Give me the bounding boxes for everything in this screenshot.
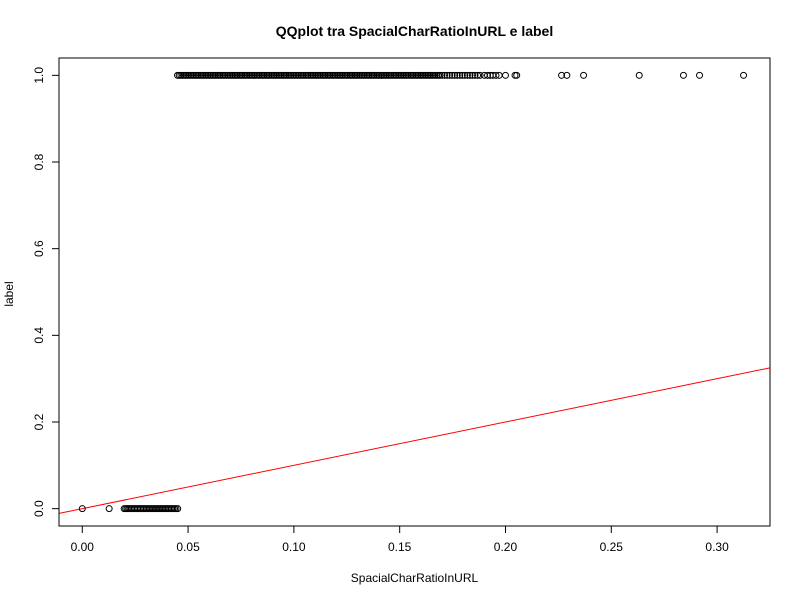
- data-point: [456, 71, 464, 79]
- data-point: [441, 71, 449, 79]
- y-tick-label: 0.6: [32, 240, 46, 257]
- data-point: [484, 71, 492, 79]
- data-point: [468, 71, 476, 79]
- y-tick-label: 0.4: [32, 327, 46, 344]
- data-point: [451, 71, 459, 79]
- data-point: [458, 71, 466, 79]
- data-point: [174, 505, 182, 513]
- plot-frame: [58, 57, 771, 527]
- data-point: [453, 71, 461, 79]
- data-point: [563, 71, 571, 79]
- data-point: [436, 71, 444, 79]
- y-tick-label: 1.0: [32, 67, 46, 84]
- data-point: [513, 71, 521, 79]
- data-point: [558, 71, 566, 79]
- data-point: [501, 71, 509, 79]
- x-tick-label: 0.20: [494, 540, 518, 554]
- x-tick-label: 0.30: [705, 540, 729, 554]
- y-tick-label: 0.2: [32, 413, 46, 430]
- data-point: [446, 71, 454, 79]
- x-tick-label: 0.15: [388, 540, 412, 554]
- y-tick-label: 0.0: [32, 500, 46, 517]
- data-point: [461, 71, 469, 79]
- data-point: [448, 71, 456, 79]
- y-axis: 0.0 0.2 0.4 0.6 0.8 1.0: [32, 67, 60, 517]
- data-point: [476, 71, 484, 79]
- x-axis: 0.00 0.05 0.10 0.15 0.20 0.25 0.30: [71, 525, 729, 554]
- x-tick-label: 0.10: [282, 540, 306, 554]
- x-tick-label: 0.00: [71, 540, 95, 554]
- data-point: [635, 71, 643, 79]
- data-point: [679, 71, 687, 79]
- reference-line: [59, 367, 770, 514]
- x-tick-label: 0.05: [176, 540, 200, 554]
- y-tick-label: 0.8: [32, 153, 46, 170]
- data-point: [463, 71, 471, 79]
- chart-title: QQplot tra SpacialCharRatioInURL e label: [276, 23, 553, 39]
- data-point: [438, 71, 446, 79]
- x-axis-label: SpacialCharRatioInURL: [351, 571, 479, 585]
- x-tick-label: 0.25: [600, 540, 624, 554]
- data-point: [78, 505, 86, 513]
- data-point: [474, 71, 482, 79]
- data-point: [696, 71, 704, 79]
- data-point: [471, 71, 479, 79]
- data-point: [740, 71, 748, 79]
- y-axis-label: label: [2, 281, 16, 306]
- data-point: [105, 505, 113, 513]
- data-point: [580, 71, 588, 79]
- data-point: [466, 71, 474, 79]
- data-point: [492, 71, 500, 79]
- data-point: [443, 71, 451, 79]
